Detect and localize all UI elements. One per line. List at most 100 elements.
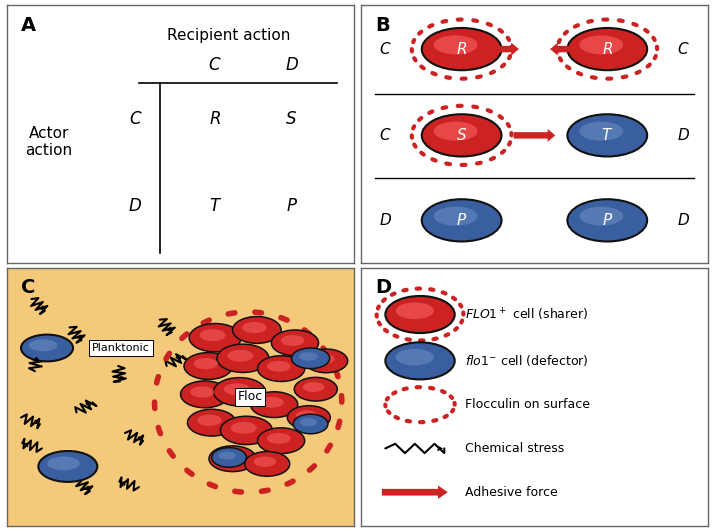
Ellipse shape: [434, 122, 478, 141]
Ellipse shape: [194, 358, 218, 369]
Text: $R$: $R$: [209, 109, 221, 127]
Text: $P$: $P$: [602, 212, 613, 228]
Ellipse shape: [299, 352, 318, 361]
Ellipse shape: [579, 36, 623, 54]
Text: $C$: $C$: [129, 109, 142, 127]
Ellipse shape: [189, 323, 241, 352]
Ellipse shape: [568, 199, 647, 242]
Text: $\it{flo1}$$^{-}$ cell (defector): $\it{flo1}$$^{-}$ cell (defector): [465, 353, 589, 369]
Ellipse shape: [257, 356, 305, 381]
Text: $\it{FLO1}$$^+$ cell (sharer): $\it{FLO1}$$^+$ cell (sharer): [465, 306, 588, 323]
Ellipse shape: [579, 122, 623, 141]
Ellipse shape: [396, 303, 434, 319]
FancyArrow shape: [85, 403, 92, 408]
Ellipse shape: [217, 344, 269, 372]
Ellipse shape: [224, 383, 250, 395]
Text: $C$: $C$: [209, 56, 222, 73]
Text: Adhesive force: Adhesive force: [465, 486, 558, 499]
Text: B: B: [375, 15, 390, 35]
FancyArrow shape: [116, 376, 123, 381]
Text: $P$: $P$: [285, 197, 297, 215]
Text: $D$: $D$: [379, 212, 392, 228]
Ellipse shape: [242, 322, 267, 333]
Text: $C$: $C$: [379, 41, 392, 57]
Ellipse shape: [579, 207, 623, 226]
Text: Actor
action: Actor action: [25, 126, 72, 158]
Ellipse shape: [199, 329, 226, 341]
FancyArrow shape: [382, 485, 448, 499]
Ellipse shape: [250, 392, 297, 417]
Ellipse shape: [187, 409, 236, 436]
Ellipse shape: [281, 335, 305, 346]
Ellipse shape: [385, 342, 455, 380]
FancyArrow shape: [513, 129, 556, 142]
Ellipse shape: [257, 428, 305, 453]
FancyArrow shape: [550, 42, 569, 56]
Ellipse shape: [267, 361, 290, 372]
Text: Floc: Floc: [237, 390, 262, 404]
Text: D: D: [375, 278, 391, 297]
Ellipse shape: [190, 387, 214, 398]
FancyArrow shape: [164, 327, 171, 331]
Ellipse shape: [47, 457, 79, 470]
Ellipse shape: [296, 410, 317, 421]
Ellipse shape: [295, 378, 337, 401]
Text: A: A: [21, 15, 36, 35]
Ellipse shape: [197, 415, 222, 426]
Text: Flocculin on surface: Flocculin on surface: [465, 398, 590, 411]
Text: $D$: $D$: [285, 56, 298, 73]
Text: $D$: $D$: [677, 127, 690, 143]
Ellipse shape: [422, 114, 501, 157]
Ellipse shape: [434, 36, 478, 54]
Ellipse shape: [267, 433, 290, 444]
Ellipse shape: [39, 451, 97, 482]
Ellipse shape: [184, 353, 232, 380]
Text: $P$: $P$: [456, 212, 467, 228]
Ellipse shape: [260, 397, 284, 408]
FancyArrow shape: [83, 485, 89, 491]
Text: C: C: [21, 278, 36, 297]
FancyArrow shape: [438, 446, 443, 451]
Text: $D$: $D$: [129, 197, 142, 215]
Ellipse shape: [227, 350, 253, 362]
FancyArrow shape: [74, 335, 81, 339]
Ellipse shape: [254, 457, 276, 467]
Ellipse shape: [300, 418, 317, 426]
Ellipse shape: [212, 448, 247, 467]
Ellipse shape: [422, 28, 501, 70]
FancyArrow shape: [37, 305, 44, 310]
Ellipse shape: [396, 349, 434, 365]
Ellipse shape: [292, 348, 330, 369]
Text: Planktonic: Planktonic: [92, 343, 150, 353]
Text: $R$: $R$: [456, 41, 467, 57]
Ellipse shape: [385, 296, 455, 333]
Ellipse shape: [181, 381, 229, 408]
Text: $T$: $T$: [209, 197, 222, 215]
Text: $S$: $S$: [285, 109, 297, 127]
Text: Recipient action: Recipient action: [167, 29, 291, 44]
Ellipse shape: [293, 414, 328, 434]
Ellipse shape: [272, 330, 319, 356]
FancyArrow shape: [135, 436, 142, 441]
FancyArrow shape: [24, 442, 30, 448]
Text: $C$: $C$: [677, 41, 690, 57]
Text: Chemical stress: Chemical stress: [465, 442, 564, 455]
Ellipse shape: [303, 382, 325, 392]
Text: $R$: $R$: [602, 41, 613, 57]
Ellipse shape: [214, 378, 265, 406]
Ellipse shape: [231, 422, 257, 434]
Ellipse shape: [568, 114, 647, 157]
FancyArrow shape: [121, 481, 127, 486]
Ellipse shape: [313, 354, 335, 364]
Ellipse shape: [218, 451, 242, 462]
Text: $S$: $S$: [456, 127, 467, 143]
FancyArrow shape: [32, 357, 40, 361]
Ellipse shape: [218, 451, 236, 460]
Text: $D$: $D$: [677, 212, 690, 228]
Ellipse shape: [245, 451, 290, 476]
FancyArrow shape: [32, 419, 39, 424]
Ellipse shape: [568, 28, 647, 70]
Ellipse shape: [232, 316, 281, 344]
Text: $C$: $C$: [379, 127, 392, 143]
Ellipse shape: [422, 199, 501, 242]
